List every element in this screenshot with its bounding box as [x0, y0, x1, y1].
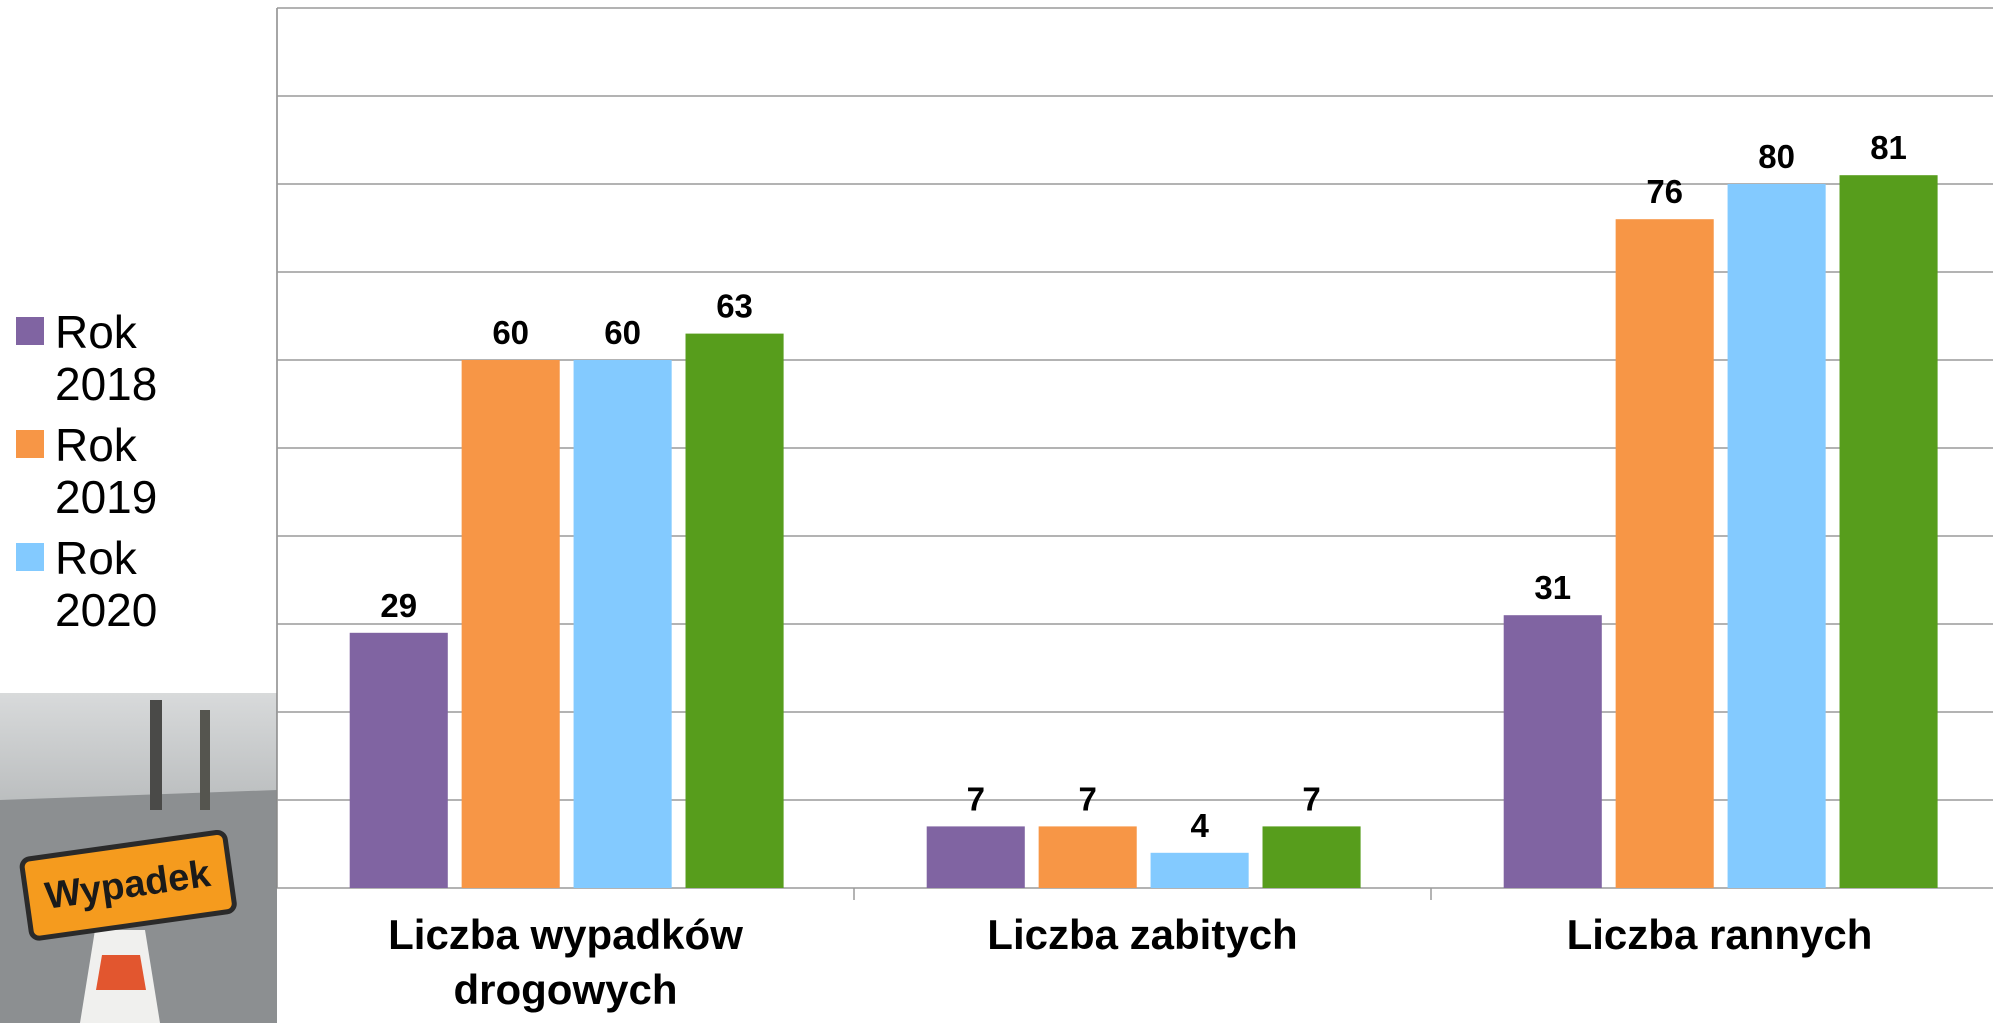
bar	[461, 360, 560, 888]
bar	[1038, 826, 1137, 888]
data-label: 29	[380, 587, 417, 624]
data-label: 7	[1302, 780, 1320, 817]
bar	[926, 826, 1025, 888]
x-tick-label: Liczba zabitych	[987, 911, 1298, 958]
tree	[200, 710, 210, 810]
x-tick-label: Liczba rannych	[1566, 911, 1873, 958]
data-label: 81	[1870, 129, 1907, 166]
cone-stripe	[96, 955, 146, 990]
legend-swatch	[16, 317, 44, 345]
sign: Wypadek	[19, 829, 237, 941]
legend-label: Rok 2018	[55, 306, 158, 410]
bar	[1262, 826, 1361, 888]
data-label: 4	[1190, 807, 1209, 844]
data-label: 31	[1534, 569, 1571, 606]
bar	[1839, 175, 1938, 888]
bar	[685, 333, 784, 889]
data-label: 7	[967, 780, 985, 817]
sign-board	[19, 829, 237, 941]
legend-entry: Rok 2020	[16, 532, 166, 637]
data-label: 80	[1758, 138, 1795, 175]
x-tick-label: Liczba wypadków drogowych	[388, 911, 743, 1013]
bar	[1503, 615, 1602, 888]
data-label: 60	[604, 314, 641, 351]
bar	[349, 632, 448, 888]
bar	[1615, 219, 1714, 888]
data-label: 7	[1079, 780, 1097, 817]
legend-label: Rok 2019	[55, 419, 158, 523]
legend-entry: Rok 2018	[16, 306, 166, 411]
legend-label: Rok 2020	[55, 532, 158, 636]
bar	[573, 360, 672, 888]
legend-swatch	[16, 543, 44, 571]
legend-swatch	[16, 430, 44, 458]
bar	[1727, 184, 1826, 888]
legend-entry: Rok 2019	[16, 419, 166, 524]
bar	[1150, 852, 1249, 888]
tree	[150, 700, 162, 810]
data-label: 60	[492, 314, 529, 351]
data-label: 76	[1646, 173, 1683, 210]
data-label: 63	[716, 288, 753, 325]
photo: Wypadek	[0, 693, 277, 1023]
